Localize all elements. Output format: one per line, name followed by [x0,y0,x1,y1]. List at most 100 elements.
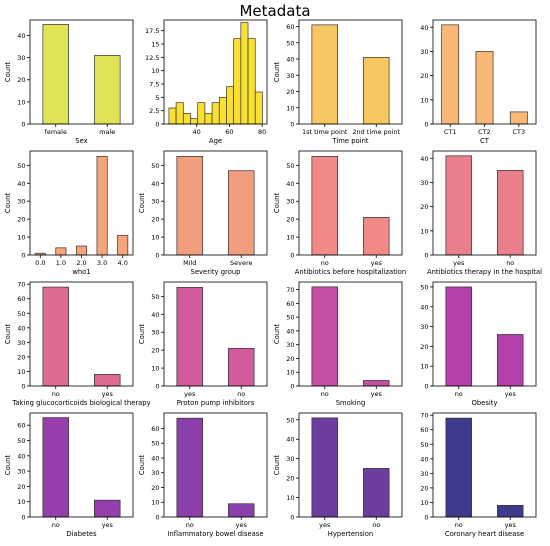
y-tick-label: 20 [286,475,294,483]
y-tick-label: 20 [17,483,25,491]
y-tick-label: 10 [286,494,294,502]
y-tick-label: 10 [17,498,25,506]
x-tick-label: no [52,521,60,529]
y-tick-label: 20 [151,216,159,224]
bar-yes [311,417,338,518]
y-tick-label: 10 [17,368,25,376]
y-tick-label: 40 [17,324,25,332]
histogram-bar [233,38,242,125]
y-tick-label: 40 [151,311,159,319]
y-tick-label: 30 [286,341,294,349]
y-tick-label: 0 [21,514,25,522]
y-tick-label: 10 [420,363,428,371]
histogram-bar [182,112,191,125]
y-tick-label: 10 [17,98,25,106]
y-tick-label: 40 [286,180,294,188]
bar-yes [94,499,121,518]
x-tick-label: 40 [193,128,201,136]
x-axis-label: Diabetes [66,530,97,538]
y-tick-label: 0 [155,121,159,129]
x-tick-label: 3.0 [97,259,107,267]
axes-frame [432,412,537,518]
y-tick-label: 40 [420,303,428,311]
x-tick-label: no [186,521,194,529]
x-axis-label: Proton pump inhibitors [177,399,255,407]
histogram-bar [211,102,220,125]
x-tick-label: no [455,390,463,398]
axes-frame [298,19,403,125]
y-tick-label: 30 [151,198,159,206]
x-axis-label: Obesity [472,399,498,407]
y-tick-label: 17.5 [145,27,159,35]
y-tick-label: 70 [420,412,428,420]
y-tick-label: 70 [286,286,294,294]
y-tick-label: 60 [286,300,294,308]
y-tick-label: 60 [17,295,25,303]
y-tick-label: 30 [17,339,25,347]
x-tick-label: yes [371,390,383,398]
y-tick-label: 0 [424,252,428,260]
bar-no [228,347,255,387]
y-tick-label: 20 [420,484,428,492]
x-axis-label: Taking glucocorticoids biological therap… [11,399,150,407]
histogram-bar [247,38,256,125]
y-tick-label: 0 [424,121,428,129]
y-tick-label: 50 [151,293,159,301]
histogram-bar [226,86,234,125]
bar-no [176,417,203,518]
bar-no [363,468,390,518]
bar-yes [445,155,472,256]
y-tick-label: 0 [290,383,294,391]
y-tick-label: 50 [17,162,25,170]
bar-yes [228,503,255,518]
histogram-bar [218,96,227,125]
bar-CT3 [509,111,528,125]
figure-title: Metadata [239,2,311,20]
bar-yes [94,374,121,387]
x-tick-label: yes [184,390,196,398]
axes-frame [29,412,134,518]
y-tick-label: 40 [17,452,25,460]
y-tick-label: 0 [290,514,294,522]
y-tick-label: 20 [286,88,294,96]
x-tick-label: no [52,390,60,398]
y-tick-label: 30 [151,469,159,477]
y-tick-label: 30 [420,470,428,478]
x-axis-label: Antibiotics before hospitalization [295,268,406,276]
y-tick-label: 20 [151,347,159,355]
bar-Severe [228,170,255,256]
y-tick-label: 60 [420,426,428,434]
y-tick-label: 20 [286,216,294,224]
y-tick-label: 10 [151,499,159,507]
x-tick-label: 1st time point [302,128,348,136]
x-tick-label: Mild [183,259,196,267]
bar-CT1 [441,24,460,125]
x-axis-label: CT [480,137,490,145]
bar-male [94,55,121,125]
bar-yes [176,287,203,387]
x-axis-label: who1 [72,268,90,276]
bar-CT2 [475,51,494,125]
x-axis-label: Sex [75,137,87,145]
y-tick-label: 40 [151,180,159,188]
bar-yes [363,380,390,387]
bar-yes [497,334,524,387]
y-tick-label: 30 [286,455,294,463]
y-tick-label: 50 [151,162,159,170]
bar-no [497,169,524,256]
x-tick-label: yes [453,259,465,267]
axes-frame [298,412,403,518]
x-tick-label: no [321,259,329,267]
x-axis-label: Severity group [191,268,241,276]
x-tick-label: yes [505,521,517,529]
y-tick-label: 50 [420,283,428,291]
y-tick-label: 10 [286,369,294,377]
axes-frame [432,281,537,387]
x-tick-label: no [237,390,245,398]
y-tick-label: 10 [151,67,159,75]
